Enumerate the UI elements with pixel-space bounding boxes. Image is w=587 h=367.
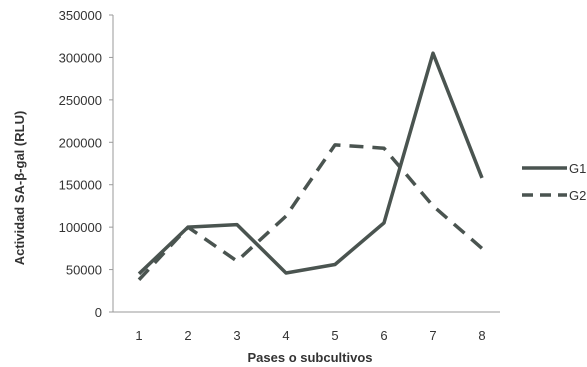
x-tick-label: 2 xyxy=(184,328,191,343)
legend: G1 G2 xyxy=(522,161,586,203)
y-tick-label: 50000 xyxy=(66,263,102,278)
y-tick-label: 0 xyxy=(95,305,102,320)
y-tick-label: 300000 xyxy=(59,50,102,65)
series-lines xyxy=(137,51,484,281)
x-tick-label: 6 xyxy=(380,328,387,343)
x-tick-label: 1 xyxy=(135,328,142,343)
x-tick-label: 8 xyxy=(478,328,485,343)
y-tick-label: 150000 xyxy=(59,178,102,193)
x-tick-label: 7 xyxy=(429,328,436,343)
x-axis-title: Pases o subcultivos xyxy=(248,350,373,365)
y-tick-label: 200000 xyxy=(59,135,102,150)
legend-label-g2: G2 xyxy=(569,188,586,203)
y-tick-label: 250000 xyxy=(59,93,102,108)
series-line-g1 xyxy=(137,51,484,276)
x-tick-label: 4 xyxy=(282,328,289,343)
y-axis-title: Actividad SA-β-gal (RLU) xyxy=(12,111,27,266)
y-tick-label: 100000 xyxy=(59,220,102,235)
series-line-g2 xyxy=(137,143,484,281)
x-tick-label: 3 xyxy=(233,328,240,343)
y-tick-labels: 0 50000 100000 150000 200000 250000 300000 3500… xyxy=(59,8,102,320)
x-tick-labels: 1 2 3 4 5 6 7 8 xyxy=(135,328,485,343)
x-tick-label: 5 xyxy=(331,328,338,343)
axes xyxy=(109,14,500,313)
y-tick-label: 350000 xyxy=(59,8,102,23)
legend-label-g1: G1 xyxy=(569,161,586,176)
